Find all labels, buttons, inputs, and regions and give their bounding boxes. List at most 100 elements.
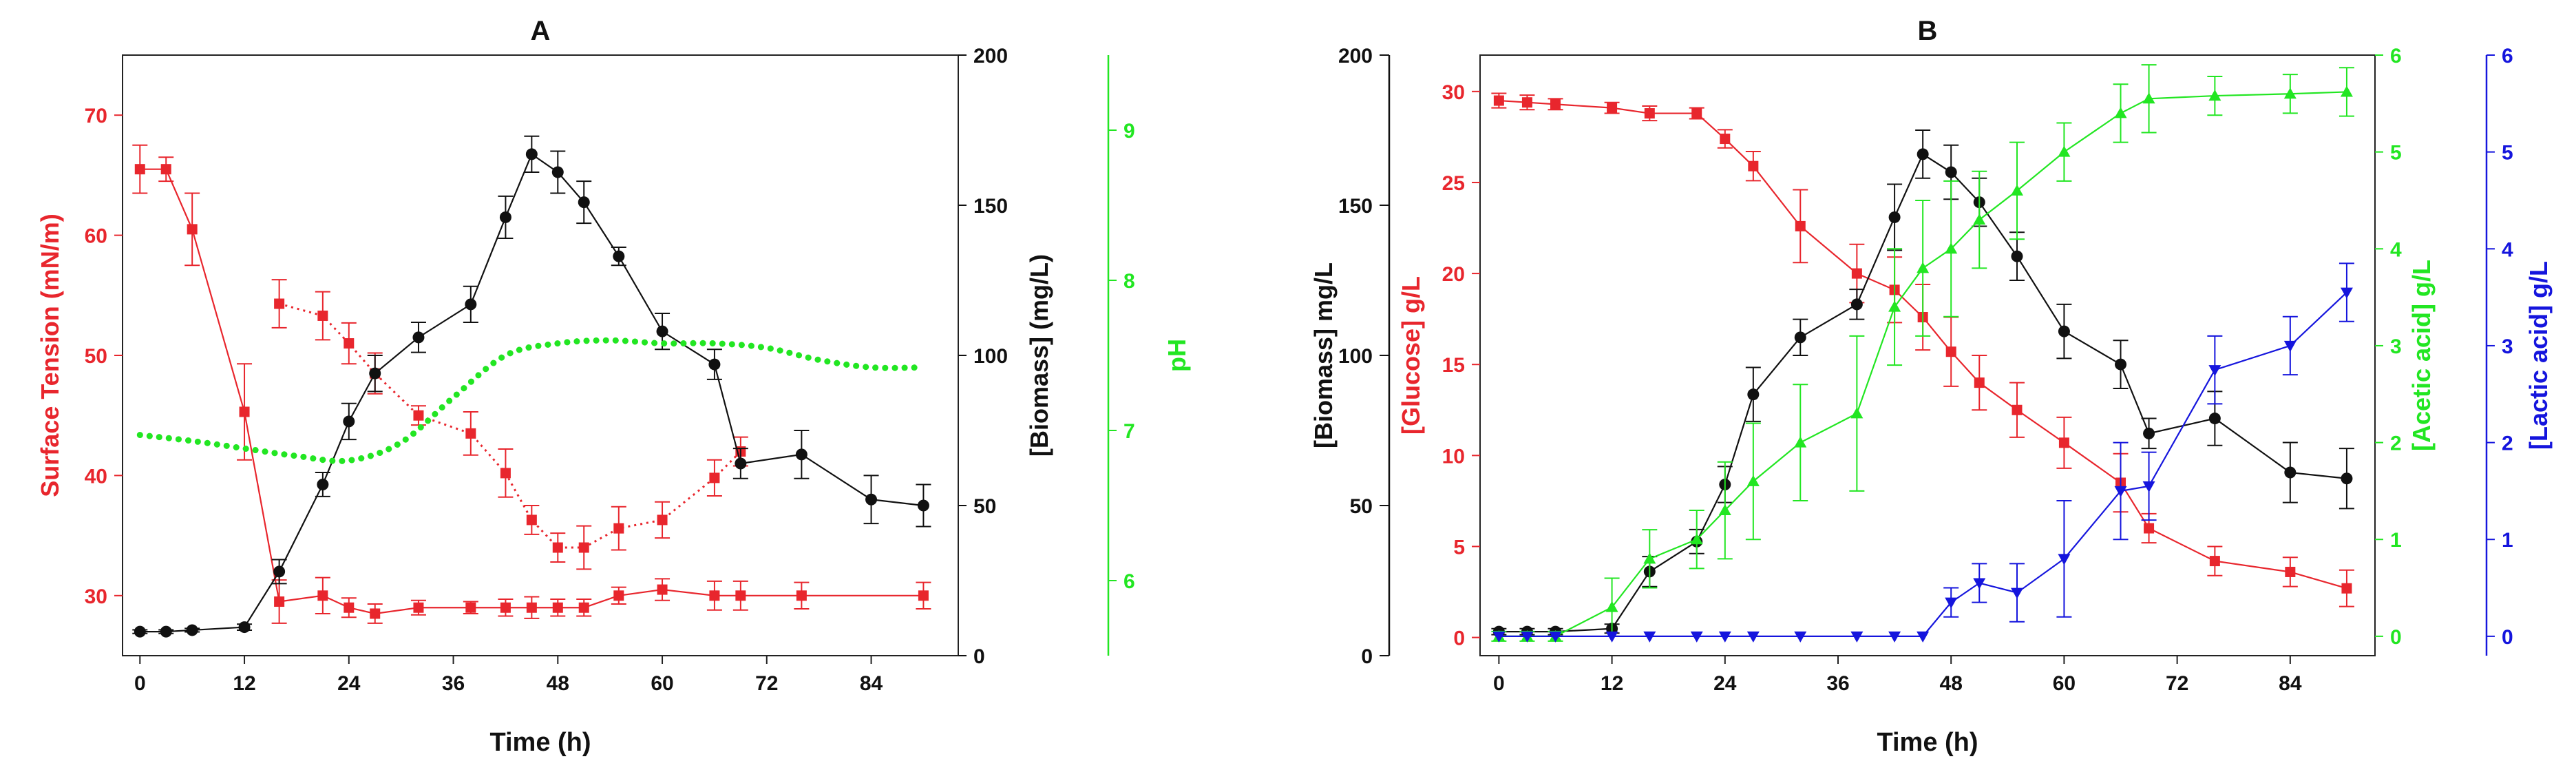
- point-marker: [1550, 98, 1561, 110]
- x-tick-label: 48: [1940, 672, 1963, 695]
- y-tick-label-right2: 4: [2502, 238, 2513, 261]
- x-tick-label: 72: [755, 672, 778, 695]
- point-marker: [2144, 523, 2155, 534]
- y-tick-label-left: 70: [85, 105, 107, 127]
- y-axis-label-left2: [Glucose] g/L: [1397, 276, 1425, 435]
- point-marker: [1794, 331, 1806, 344]
- point-marker: [578, 196, 590, 209]
- point-marker: [917, 499, 929, 512]
- point-marker: [1850, 631, 1864, 643]
- point-marker: [465, 602, 476, 613]
- y-tick-label-right1: 200: [973, 45, 1008, 67]
- point-marker: [239, 406, 250, 417]
- point-marker: [274, 596, 285, 607]
- y-tick-label-right2: 3: [2502, 335, 2513, 358]
- y-tick-label-right2: 1: [2502, 529, 2513, 552]
- point-marker: [134, 164, 145, 175]
- point-marker: [1945, 242, 1958, 254]
- y-tick-label-left2: 10: [1442, 445, 1465, 468]
- chart-title: A: [531, 16, 551, 46]
- point-marker: [343, 415, 355, 428]
- y-tick-label-right2: 8: [1123, 270, 1135, 293]
- y-tick-label-right2: 5: [2502, 142, 2513, 165]
- series-1-red-square: [271, 279, 748, 570]
- point-marker: [413, 410, 424, 421]
- point-marker: [578, 602, 589, 613]
- point-marker: [238, 621, 251, 634]
- point-marker: [552, 542, 563, 553]
- x-tick-label: 84: [860, 672, 883, 695]
- point-marker: [1643, 552, 1656, 564]
- point-marker: [2058, 325, 2070, 337]
- point-marker: [2011, 184, 2023, 196]
- point-marker: [160, 164, 171, 175]
- x-tick-label: 60: [2053, 672, 2076, 695]
- point-marker: [465, 428, 476, 439]
- y-tick-label-left1: 0: [1361, 645, 1373, 668]
- point-marker: [1973, 214, 1986, 225]
- point-marker: [1492, 631, 1506, 643]
- point-marker: [2011, 587, 2023, 599]
- x-tick-label: 24: [1713, 672, 1737, 695]
- point-marker: [1973, 578, 1986, 590]
- y-tick-label-right2: 6: [1123, 570, 1135, 593]
- point-marker: [1888, 211, 1901, 223]
- point-marker: [1690, 631, 1703, 643]
- y-tick-label-left1: 200: [1338, 45, 1373, 67]
- x-tick-label: 48: [547, 672, 569, 695]
- point-marker: [465, 298, 477, 311]
- series-2-black-circle: [132, 135, 931, 638]
- point-marker: [187, 224, 198, 235]
- point-marker: [1747, 388, 1760, 401]
- point-marker: [1945, 346, 1956, 357]
- point-marker: [2341, 583, 2352, 594]
- y-tick-label-right1: 4: [2390, 238, 2402, 261]
- point-marker: [2114, 107, 2127, 118]
- point-marker: [613, 590, 624, 601]
- point-marker: [1917, 631, 1930, 643]
- y-tick-label-right1: 50: [973, 495, 996, 518]
- point-marker: [1605, 631, 1618, 643]
- x-tick-label: 36: [1826, 672, 1849, 695]
- y-tick-label-left1: 150: [1338, 195, 1373, 218]
- y-axis-label-right2: [Lactic acid] g/L: [2524, 261, 2553, 450]
- point-marker: [2142, 481, 2155, 492]
- point-marker: [500, 468, 511, 479]
- point-marker: [1748, 160, 1759, 171]
- point-marker: [2058, 145, 2071, 157]
- point-marker: [1851, 268, 1862, 279]
- y-axis-label-right2: pH: [1163, 339, 1191, 372]
- x-axis-label: Time (h): [489, 728, 591, 757]
- y-tick-label-right1: 0: [2390, 626, 2402, 649]
- point-marker: [1493, 95, 1504, 106]
- point-marker: [1549, 631, 1562, 643]
- point-marker: [1607, 103, 1618, 114]
- point-marker: [2012, 404, 2023, 415]
- point-marker: [1888, 300, 1901, 312]
- point-marker: [865, 493, 878, 506]
- point-marker: [317, 478, 329, 490]
- y-tick-label-left2: 0: [1453, 627, 1465, 650]
- point-marker: [370, 608, 381, 619]
- point-marker: [412, 331, 425, 344]
- point-marker: [1521, 631, 1534, 643]
- x-tick-label: 36: [442, 672, 465, 695]
- point-marker: [344, 338, 355, 349]
- y-axis-label-left1: [Biomass] mg/L: [1309, 262, 1338, 448]
- point-marker: [274, 298, 285, 309]
- x-tick-label: 12: [233, 672, 255, 695]
- x-tick-label: 84: [2279, 672, 2302, 695]
- point-marker: [657, 584, 668, 595]
- x-tick-label: 12: [1601, 672, 1623, 695]
- y-tick-label-left: 50: [85, 345, 107, 368]
- y-tick-label-right1: 150: [973, 195, 1008, 218]
- point-marker: [1795, 220, 1806, 231]
- point-marker: [526, 602, 537, 613]
- point-marker: [2114, 486, 2127, 497]
- y-axis-label-left: Surface Tension (mN/m): [36, 214, 64, 497]
- y-tick-label-right2: 9: [1123, 120, 1135, 143]
- y-tick-label-left2: 30: [1442, 81, 1465, 104]
- point-marker: [499, 211, 511, 223]
